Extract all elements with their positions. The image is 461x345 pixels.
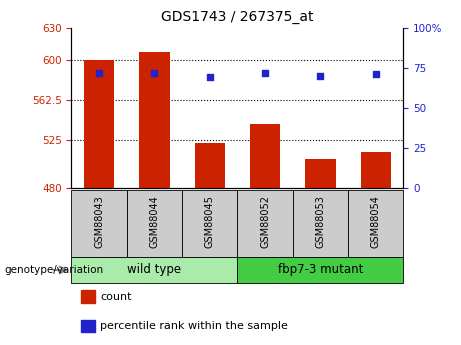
Bar: [127, 190, 182, 257]
Text: fbp7-3 mutant: fbp7-3 mutant: [278, 264, 363, 276]
Text: GSM88045: GSM88045: [205, 195, 215, 248]
Text: genotype/variation: genotype/variation: [5, 265, 104, 275]
Bar: [84, 60, 114, 188]
Text: count: count: [100, 292, 131, 302]
Bar: [139, 52, 170, 188]
Text: GSM88053: GSM88053: [315, 195, 325, 248]
Bar: [293, 190, 348, 257]
Title: GDS1743 / 267375_at: GDS1743 / 267375_at: [161, 10, 313, 24]
Bar: [305, 159, 336, 188]
Point: [151, 70, 158, 75]
Point: [372, 71, 379, 77]
Bar: [237, 190, 293, 257]
Text: GSM88043: GSM88043: [94, 195, 104, 248]
Bar: [348, 190, 403, 257]
Text: GSM88044: GSM88044: [149, 195, 160, 248]
Point: [317, 73, 324, 78]
Point: [206, 75, 213, 80]
Bar: [237, 257, 403, 283]
Point: [95, 70, 103, 75]
Text: percentile rank within the sample: percentile rank within the sample: [100, 321, 288, 331]
Point: [261, 70, 269, 75]
Text: GSM88054: GSM88054: [371, 195, 381, 248]
Bar: [250, 124, 280, 188]
Bar: [71, 190, 127, 257]
Text: GSM88052: GSM88052: [260, 195, 270, 248]
Bar: [182, 190, 237, 257]
Bar: [361, 152, 391, 188]
Bar: [195, 143, 225, 188]
Text: wild type: wild type: [127, 264, 182, 276]
Bar: [71, 257, 237, 283]
